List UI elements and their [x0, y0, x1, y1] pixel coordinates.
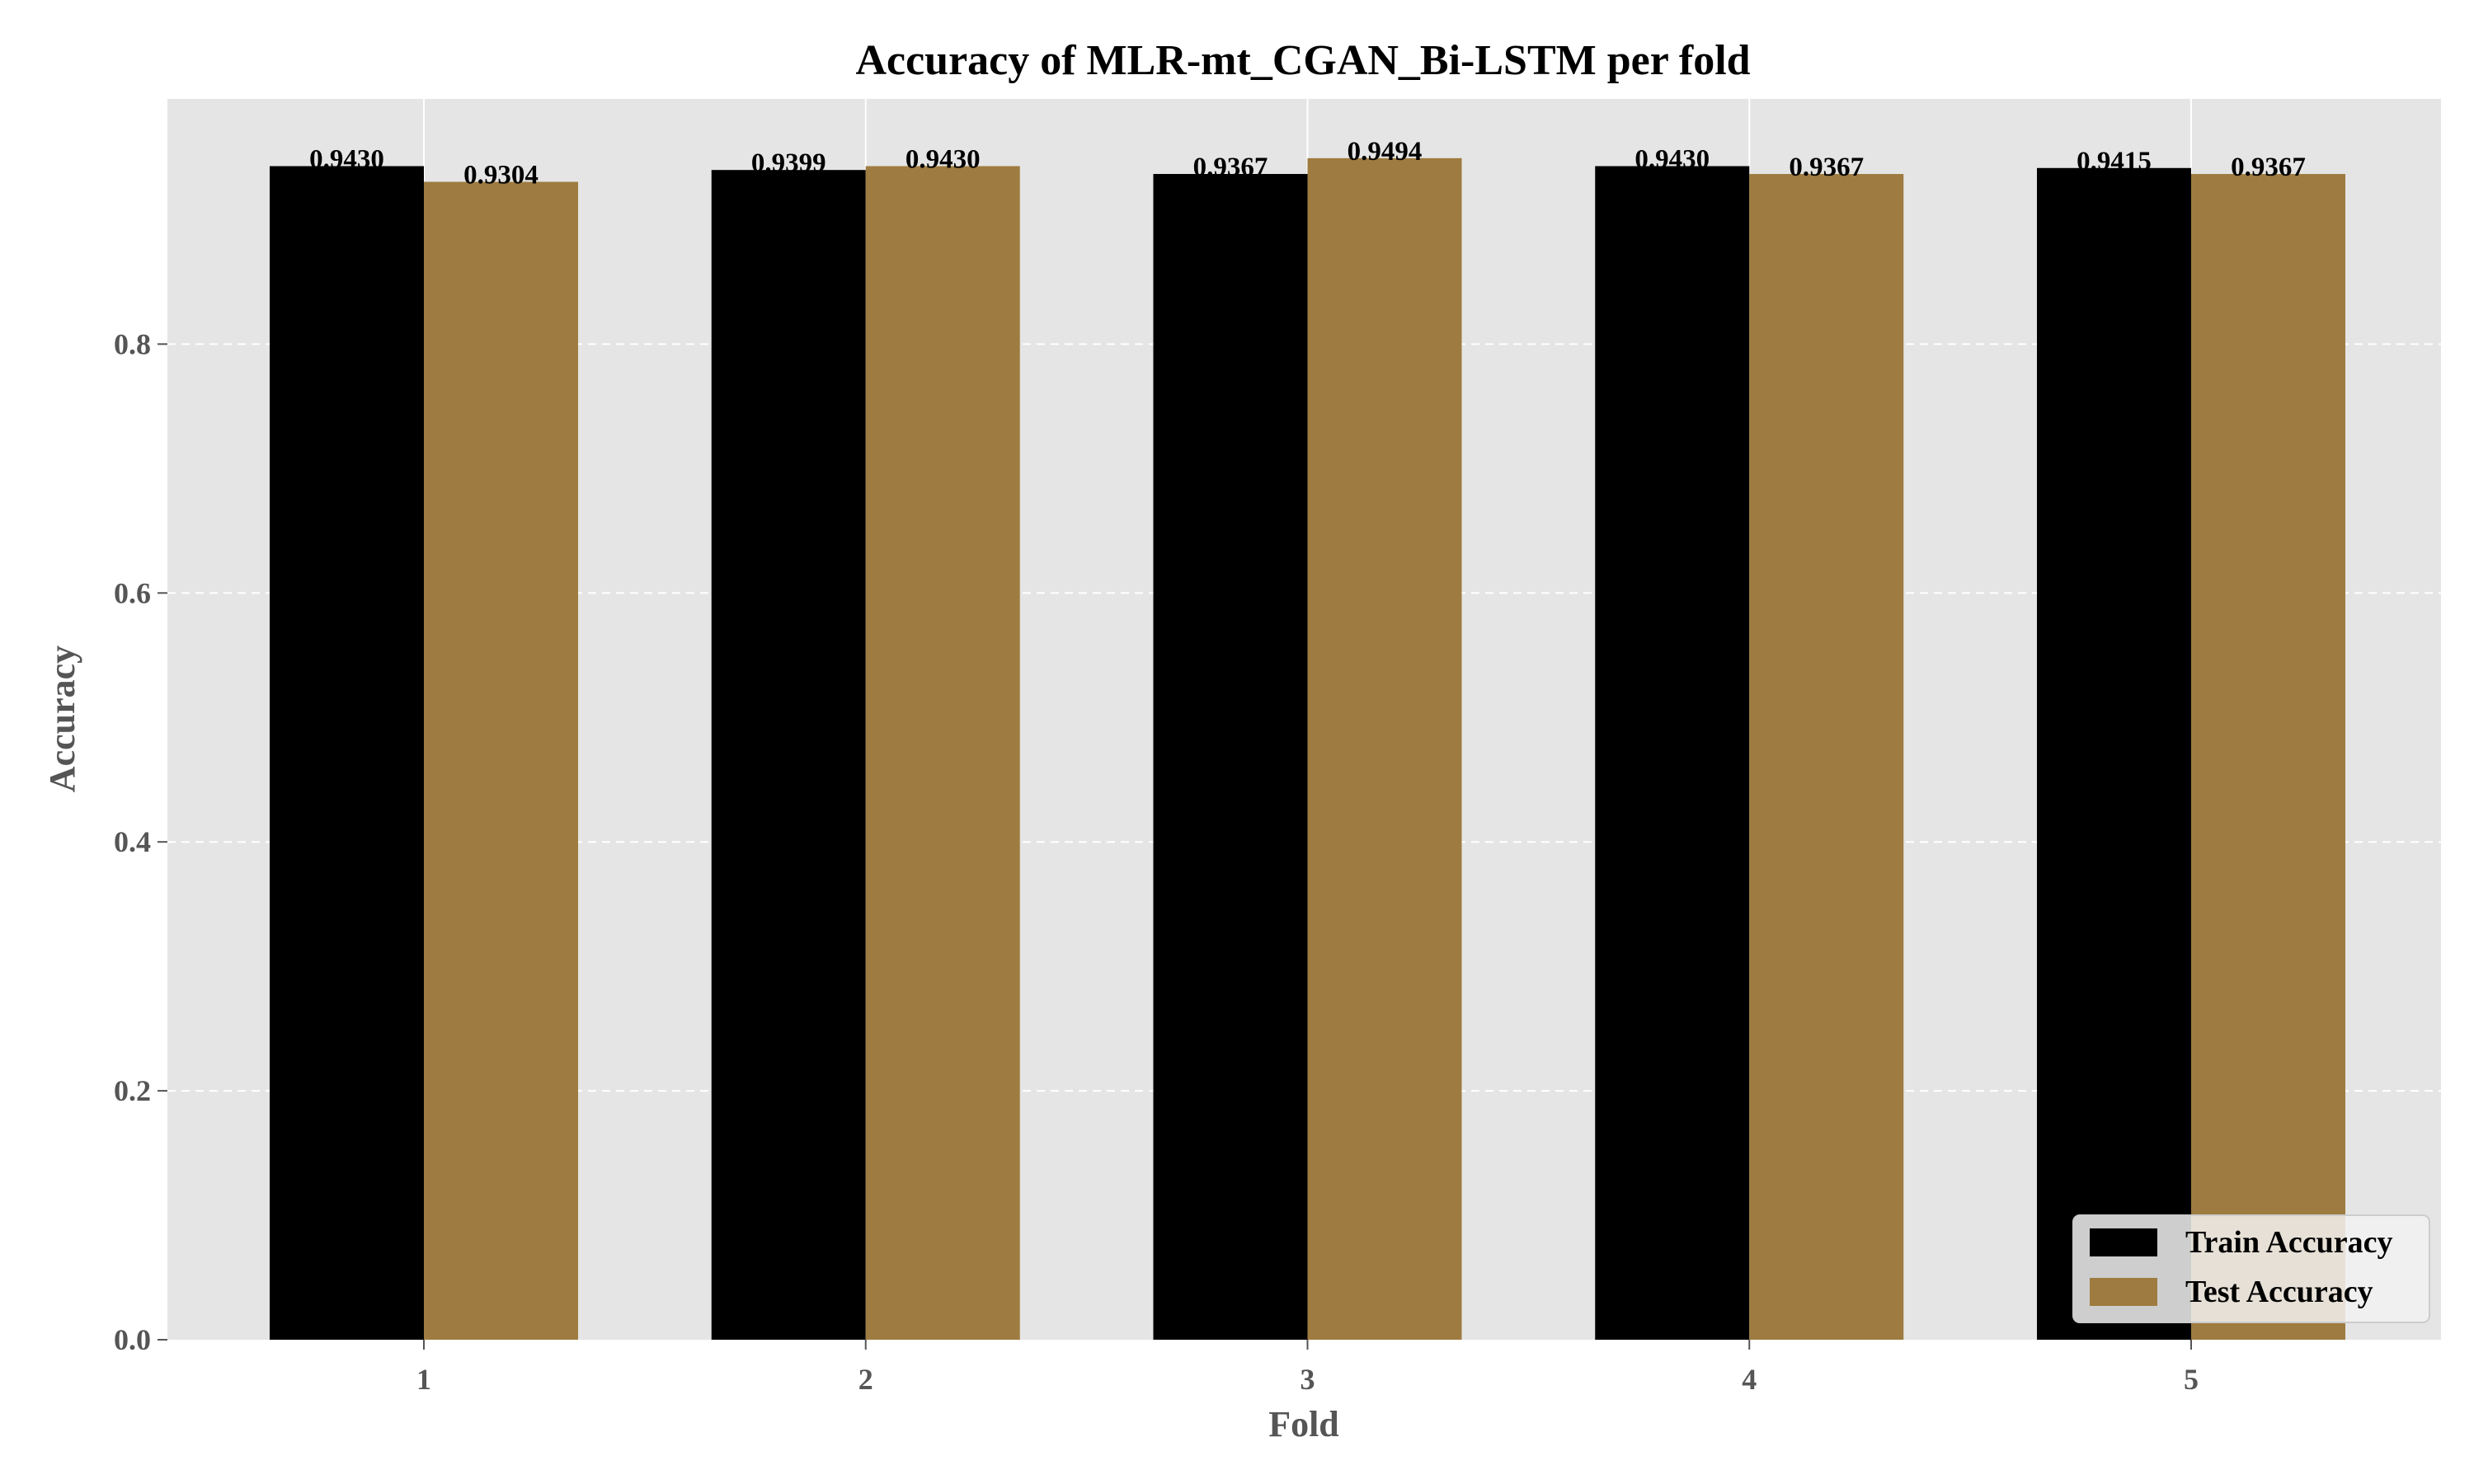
bar-train-fold-1 [270, 166, 424, 1341]
bar-train-fold-5 [2037, 167, 2191, 1341]
y-axis-ticks: 0.0 0.2 0.4 0.6 0.8 [114, 327, 167, 1356]
x-tick-label: 4 [1742, 1363, 1757, 1396]
legend-swatch-train [2090, 1228, 2157, 1256]
data-label-test-fold-1: 0.9304 [463, 161, 539, 190]
data-label-train-fold-1: 0.9430 [309, 145, 384, 175]
bar-test-fold-3 [1307, 157, 1462, 1341]
y-tick-label: 0.2 [114, 1074, 151, 1107]
data-label-test-fold-4: 0.9367 [1789, 153, 1864, 182]
data-label-test-fold-3: 0.9494 [1348, 137, 1423, 167]
data-labels: 0.9430 0.9399 0.9367 0.9430 0.9415 0.9304 0.94… [309, 137, 2306, 190]
x-axis-ticks: 1 2 3 4 5 [416, 1340, 2199, 1396]
data-label-train-fold-3: 0.9367 [1193, 153, 1268, 182]
x-tick-label: 3 [1300, 1363, 1315, 1396]
bar-test-fold-4 [1749, 174, 1904, 1341]
bars [270, 157, 2345, 1341]
bar-test-fold-1 [424, 181, 578, 1340]
data-label-train-fold-5: 0.9415 [2077, 147, 2152, 176]
x-axis-label: Fold [1268, 1404, 1339, 1444]
data-label-test-fold-2: 0.9430 [905, 145, 981, 175]
bar-train-fold-3 [1153, 174, 1308, 1341]
data-label-train-fold-4: 0.9430 [1634, 145, 1710, 175]
chart-title: Accuracy of MLR-mt_CGAN_Bi-LSTM per fold [855, 37, 1750, 84]
x-tick-label: 2 [858, 1363, 873, 1396]
y-axis-label: Accuracy [42, 646, 82, 792]
legend: Train Accuracy Test Accuracy [2072, 1214, 2430, 1323]
x-tick-label: 1 [416, 1363, 431, 1396]
y-tick-label: 0.6 [114, 576, 151, 609]
bar-train-fold-4 [1595, 166, 1750, 1341]
bar-test-fold-2 [865, 166, 1020, 1341]
y-tick-label: 0.4 [114, 825, 151, 858]
legend-label-test: Test Accuracy [2185, 1275, 2373, 1309]
data-label-train-fold-2: 0.9399 [751, 148, 826, 178]
y-tick-label: 0.0 [114, 1323, 151, 1356]
data-label-test-fold-5: 0.9367 [2231, 153, 2306, 182]
x-tick-label: 5 [2184, 1363, 2199, 1396]
bar-train-fold-2 [711, 170, 866, 1340]
legend-box [2072, 1214, 2430, 1323]
legend-label-train: Train Accuracy [2185, 1225, 2393, 1260]
legend-swatch-test [2090, 1278, 2157, 1306]
y-tick-label: 0.8 [114, 327, 151, 360]
bar-test-fold-5 [2191, 174, 2345, 1341]
